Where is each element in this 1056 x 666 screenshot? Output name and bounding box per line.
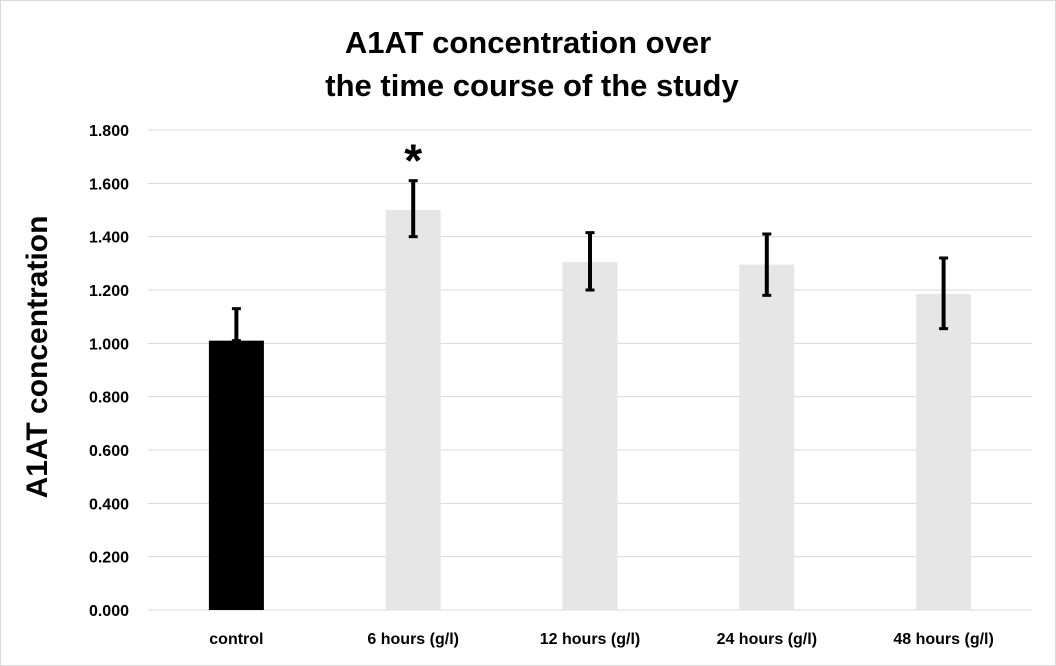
bars [208, 210, 972, 610]
x-category-label: 6 hours (g/l) [367, 631, 459, 648]
chart-title: A1AT concentration over the time course … [325, 25, 739, 103]
bar [916, 294, 972, 610]
y-tick-label: 1.800 [89, 123, 129, 140]
bar [208, 340, 264, 610]
error-bars [231, 179, 949, 343]
y-axis-title: A1AT concentration [21, 216, 54, 499]
y-tick-label: 0.600 [89, 443, 129, 460]
chart-title-line-1: A1AT concentration over [345, 25, 711, 60]
y-tick-label: 0.800 [89, 390, 129, 407]
y-tick-label: 0.200 [89, 550, 129, 567]
x-category-labels: control 6 hours (g/l) 12 hours (g/l) 24 hou… [209, 631, 994, 648]
bar [385, 210, 441, 610]
bar [739, 264, 795, 610]
significance-marker: * [404, 135, 422, 187]
y-tick-label: 0.000 [89, 603, 129, 620]
y-tick-label: 0.400 [89, 496, 129, 513]
y-tick-label: 1.600 [89, 176, 129, 193]
x-category-label: 48 hours (g/l) [893, 631, 993, 648]
bar [562, 262, 618, 610]
y-tick-label: 1.000 [89, 336, 129, 353]
x-category-label: 24 hours (g/l) [717, 631, 817, 648]
x-category-label: 12 hours (g/l) [540, 631, 640, 648]
annotations: * [404, 135, 422, 187]
y-tick-labels: 0.000 0.200 0.400 0.600 0.800 1.000 1.200 1.400… [89, 123, 129, 620]
chart-title-line-2: the time course of the study [325, 68, 739, 103]
x-category-label: control [209, 631, 263, 648]
y-tick-label: 1.200 [89, 283, 129, 300]
y-tick-label: 1.400 [89, 230, 129, 247]
